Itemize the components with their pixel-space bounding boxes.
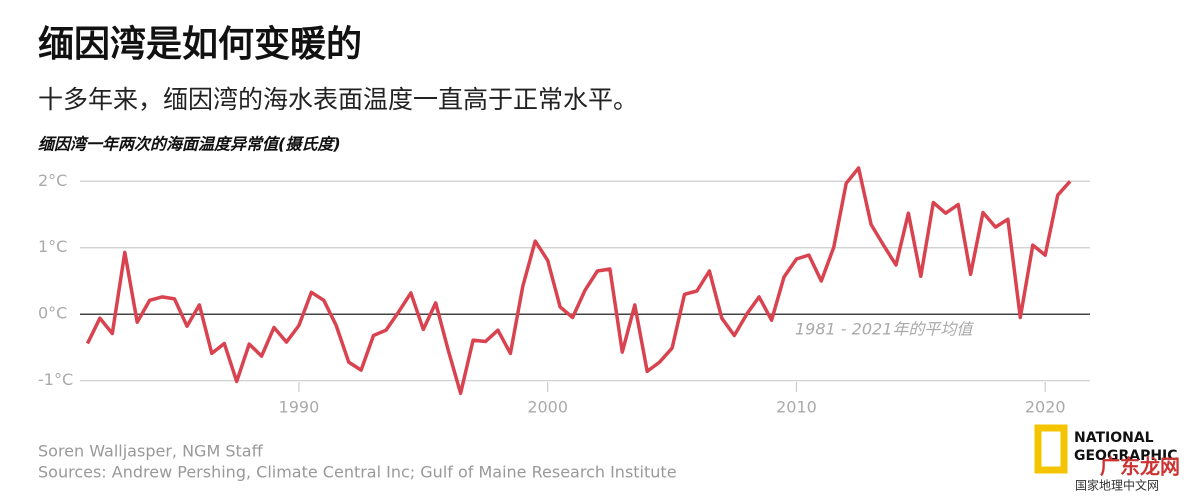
- x-tick-label: 2010: [776, 398, 817, 417]
- logo-text: NATIONAL: [1074, 430, 1154, 446]
- credit: Soren Walljasper, NGM Staff: [38, 442, 264, 461]
- x-tick-label: 1990: [279, 398, 320, 417]
- annotation: 1981 - 2021年的平均值: [795, 320, 974, 339]
- y-tick-label: 2°C: [38, 171, 67, 190]
- y-axis-label: 缅因湾一年两次的海面温度异常值(摄氏度): [38, 135, 341, 154]
- logo-frame: [1034, 424, 1068, 474]
- y-tick-label: 1°C: [38, 237, 67, 256]
- x-tick-label: 2000: [527, 398, 568, 417]
- watermark: 广东龙网: [1100, 455, 1180, 479]
- x-tick-label: 2020: [1025, 398, 1066, 417]
- watermark: 国家地理中文网: [1075, 478, 1159, 493]
- y-tick-label: 0°C: [38, 304, 67, 323]
- logo-text: GEOGRAPHIC: [1074, 448, 1178, 464]
- chart-subtitle: 十多年来，缅因湾的海水表面温度一直高于正常水平。: [38, 85, 638, 114]
- data-line: [85, 166, 1072, 396]
- y-tick-label: -1°C: [38, 370, 73, 389]
- chart-title: 缅因湾是如何变暖的: [38, 23, 362, 65]
- sources: Sources: Andrew Pershing, Climate Centra…: [38, 463, 677, 482]
